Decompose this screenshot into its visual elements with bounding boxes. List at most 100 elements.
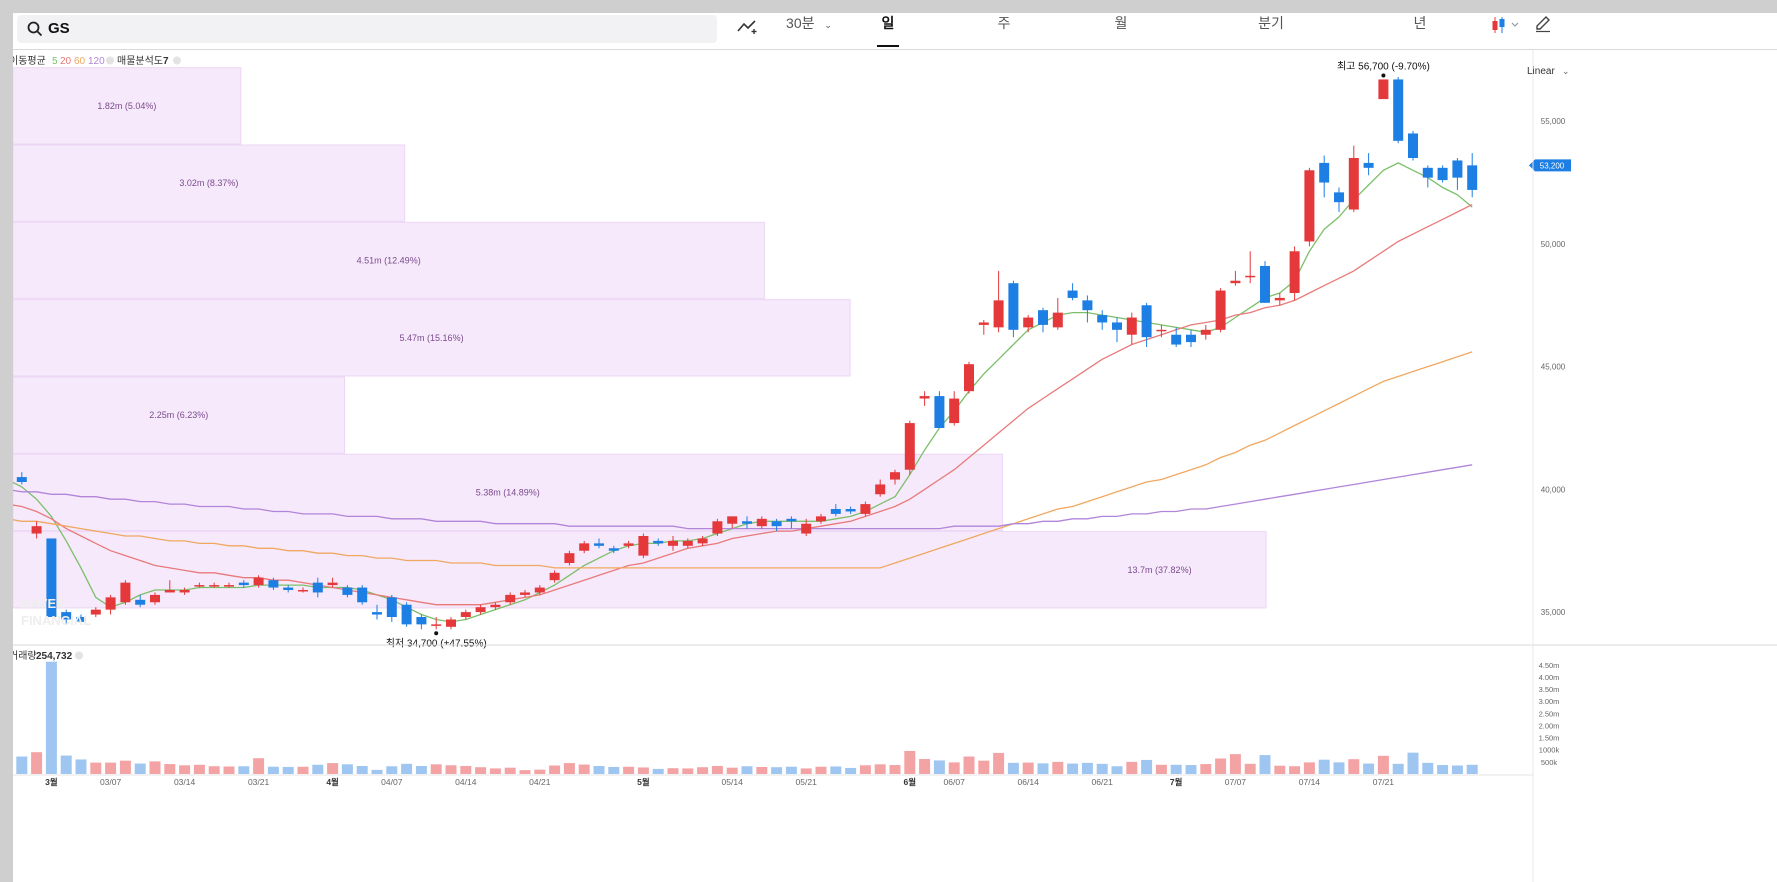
ma-legend[interactable]: 이동평균 5 20 60 120 — [13, 55, 114, 67]
ma20-legend: 20 — [60, 56, 72, 67]
volume-bar — [193, 764, 205, 774]
volume-bar — [978, 760, 990, 774]
price-tick-label: 45,000 — [1541, 363, 1566, 372]
date-tick-label: 07/07 — [1225, 777, 1247, 787]
chevron-down-icon[interactable]: ⌄ — [1562, 66, 1570, 76]
last-price-tag — [1529, 159, 1571, 172]
volume-tick-label: 2.50m — [1539, 709, 1560, 718]
volume-bar — [889, 765, 901, 774]
volume-profile: 1.82m (5.04%) 3.02m (8.37%) 4.51m (12.49%)… — [13, 67, 1267, 609]
pencil-icon[interactable] — [1534, 15, 1552, 33]
candle-body — [46, 538, 57, 617]
date-tick-label: 05/21 — [796, 777, 818, 787]
volume-bar — [327, 763, 339, 774]
volume-bar — [933, 760, 945, 774]
close-icon[interactable] — [106, 56, 114, 65]
volume-bar — [253, 758, 265, 774]
price-tick-label: 40,000 — [1541, 485, 1566, 494]
volume-profile-bar — [13, 144, 406, 222]
price-annotations: 최고 56,700 (-9.70%) 최저 34,700 (+47.55%) 53,… — [386, 60, 1571, 649]
candle-body — [978, 322, 989, 325]
interval-dropdown[interactable]: 30분 ⌄ — [783, 13, 835, 47]
volume-bar — [282, 766, 294, 774]
candle-body — [61, 612, 72, 620]
volume-bar — [830, 766, 842, 774]
candle-body — [460, 612, 471, 617]
volume-tick-label: 4.00m — [1539, 673, 1560, 682]
candle-body — [1437, 167, 1448, 181]
volume-bar — [90, 762, 102, 774]
chart-type-candle-icon[interactable] — [1491, 16, 1523, 34]
candle-body — [342, 587, 353, 595]
close-icon[interactable] — [75, 651, 83, 660]
volume-bar — [563, 763, 575, 774]
candle-body — [638, 536, 649, 556]
candle-body — [150, 594, 160, 603]
price-tick-label: 55,000 — [1541, 117, 1566, 126]
volume-bar — [1022, 762, 1034, 774]
volume-legend-value: 254,732 — [36, 651, 73, 662]
candle-body — [579, 543, 590, 551]
candle-body — [653, 540, 664, 544]
volume-bar — [1096, 763, 1108, 774]
candle-body — [668, 540, 678, 546]
tab-period-week[interactable]: 주 — [997, 15, 1011, 31]
chart-draw-icon[interactable] — [737, 18, 759, 34]
date-tick-label: 07/14 — [1299, 777, 1321, 787]
candlesticks — [16, 77, 1478, 630]
chevron-down-icon: ⌄ — [824, 20, 832, 30]
tab-period-day[interactable]: 일 — [877, 13, 899, 47]
volume-bar — [1437, 765, 1449, 774]
volume-bar — [208, 766, 220, 774]
date-tick-label: 03/21 — [248, 777, 270, 787]
candle-body — [549, 572, 560, 581]
ma60-legend: 60 — [74, 56, 86, 67]
ma120-line — [13, 464, 1473, 530]
candle-body — [1126, 317, 1137, 335]
ma5-legend: 5 — [52, 56, 58, 67]
volume-bar — [164, 764, 176, 774]
volume-profile-legend[interactable]: 매물분석도 7 — [117, 55, 181, 67]
chart-window: GS 30분 ⌄ 일 주 월 분기 년 1.82m (5.04%) 3.02m (… — [13, 13, 1777, 882]
volume-bar — [1037, 763, 1049, 774]
candle-body — [1408, 133, 1418, 158]
candle-body — [742, 521, 752, 524]
candle-body — [1097, 315, 1108, 323]
volume-legend[interactable]: 거래량 254,732 — [13, 650, 83, 662]
volume-bar — [963, 756, 975, 774]
stock-search-box[interactable]: GS — [17, 15, 717, 43]
volume-bar — [430, 764, 442, 774]
volume-bar — [1052, 761, 1064, 774]
volume-bar — [297, 766, 309, 774]
ma120-legend: 120 — [88, 56, 105, 67]
volume-bar — [119, 760, 131, 774]
tab-period-month[interactable]: 월 — [1114, 15, 1128, 31]
candle-body — [756, 518, 767, 527]
candle-body — [816, 516, 826, 522]
candle-body — [697, 538, 708, 544]
close-icon[interactable] — [173, 56, 181, 65]
price-chart[interactable]: 1.82m (5.04%) 3.02m (8.37%) 4.51m (12.49%)… — [13, 50, 1777, 882]
tab-period-quarter[interactable]: 분기 — [1258, 15, 1284, 31]
volume-bar — [1407, 752, 1419, 774]
candle-body — [564, 553, 575, 563]
volume-tick-label: 4.50m — [1539, 661, 1560, 670]
tab-period-year[interactable]: 년 — [1413, 15, 1427, 31]
volume-bar — [1067, 763, 1079, 774]
volume-bar — [1170, 764, 1182, 774]
candle-body — [801, 523, 812, 534]
volume-bar — [1244, 763, 1256, 774]
volume-profile-bar — [13, 453, 1003, 532]
volume-bar — [549, 765, 561, 774]
watermark-line2: FINANCIAL — [21, 613, 91, 628]
candle-body — [401, 604, 412, 625]
candle-body — [1082, 300, 1093, 311]
date-tick-label: 03/07 — [100, 777, 122, 787]
candle-body — [623, 543, 634, 546]
volume-bar — [948, 762, 960, 774]
scale-mode-button[interactable]: Linear — [1527, 66, 1555, 77]
candle-body — [771, 521, 782, 527]
volume-bar — [904, 750, 916, 774]
volume-bar — [682, 768, 694, 774]
volume-bar — [519, 770, 531, 774]
